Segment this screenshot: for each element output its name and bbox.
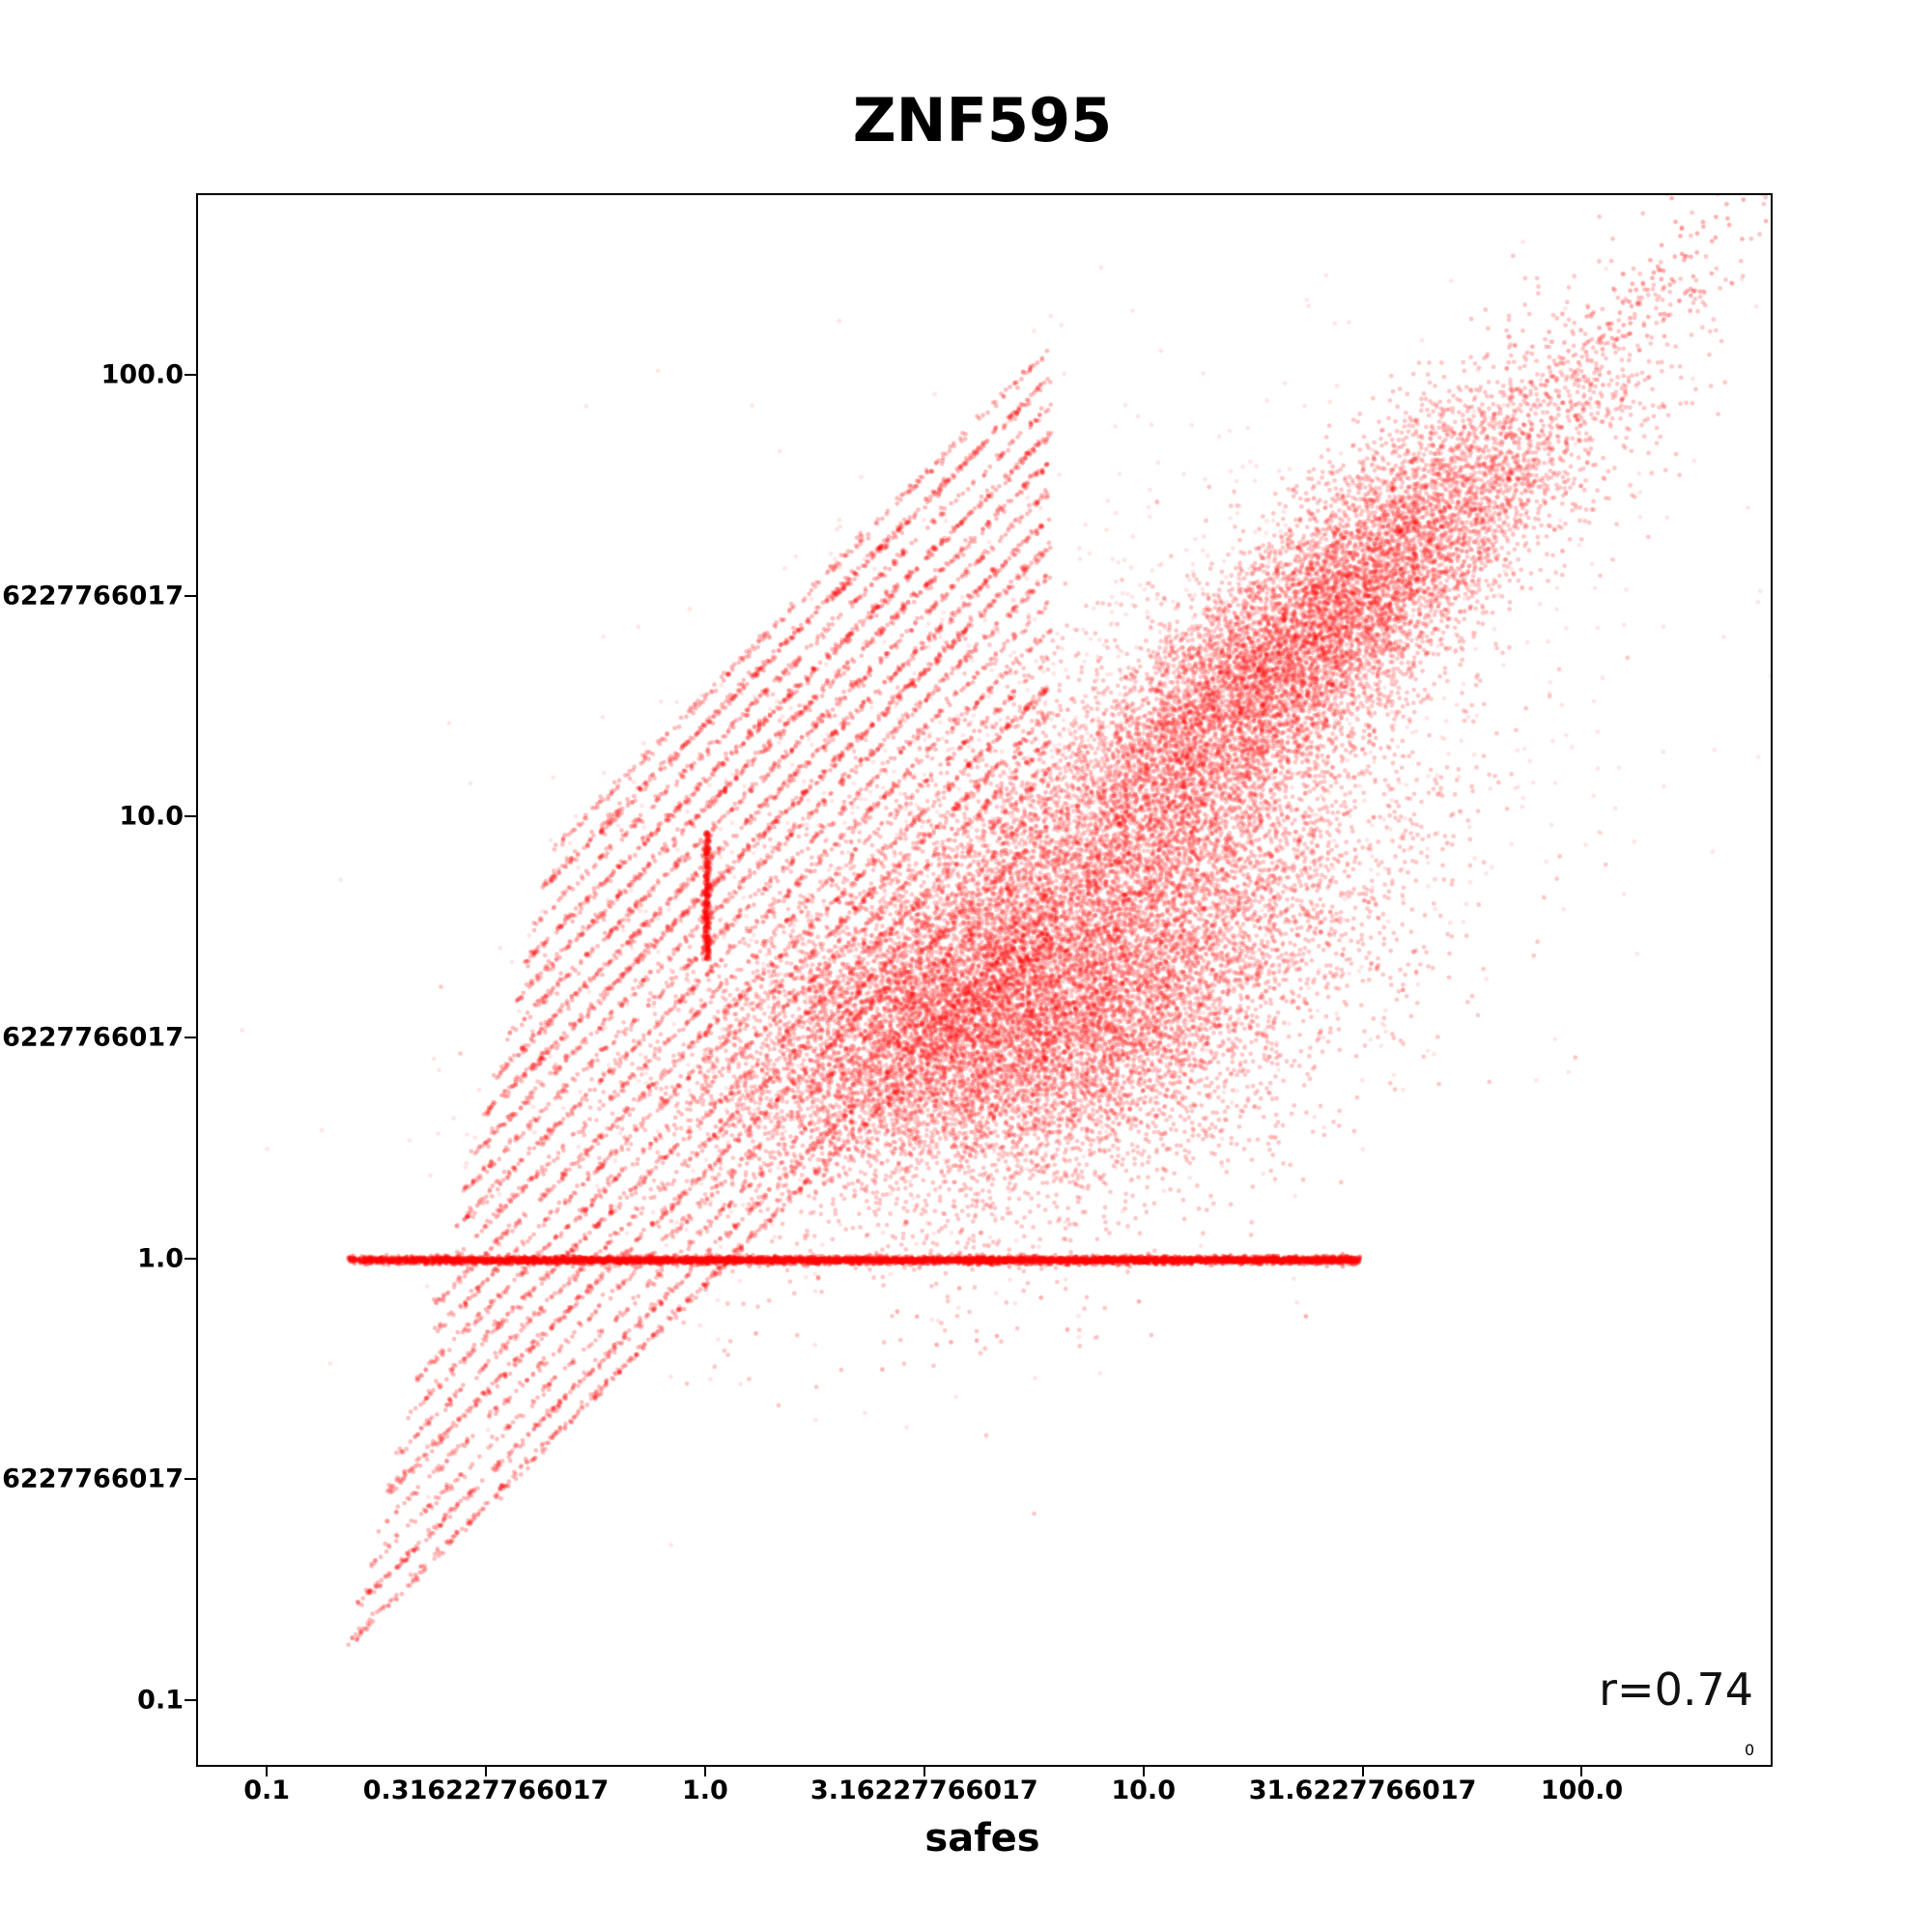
x-tick-label: 10.0 (1111, 1776, 1176, 1805)
correlation-annotation: r=0.74 (1599, 1663, 1753, 1716)
y-tick-label: 0.1 (137, 1685, 184, 1716)
x-tick-label: 1.0 (681, 1776, 728, 1805)
x-tick-mark (1142, 1765, 1145, 1776)
y-tick-mark (185, 1257, 196, 1260)
x-tick-label: 31.6227766017 (1248, 1776, 1477, 1805)
x-tick-mark (266, 1765, 269, 1776)
y-tick-mark (185, 1478, 196, 1481)
y-tick-label: 6227766017 (2, 1022, 184, 1053)
y-tick-mark (185, 374, 196, 377)
stray-axis-label: 0 (1745, 1741, 1755, 1759)
x-tick-label: 3.16227766017 (810, 1776, 1038, 1805)
x-tick-mark (1580, 1765, 1583, 1776)
x-tick-mark (923, 1765, 925, 1776)
scatter-canvas (198, 195, 1771, 1765)
plot-area (196, 193, 1773, 1767)
x-tick-mark (485, 1765, 487, 1776)
x-axis-label: safes (924, 1816, 1040, 1861)
y-tick-mark (185, 1036, 196, 1038)
y-tick-mark (185, 815, 196, 818)
x-tick-label: 0.1 (243, 1776, 291, 1805)
y-tick-label: 10.0 (119, 801, 184, 832)
y-tick-mark (185, 594, 196, 597)
y-tick-label: 6227766017 (2, 1463, 184, 1494)
plot-title: ZNF595 (852, 85, 1113, 156)
x-tick-mark (703, 1765, 706, 1776)
y-tick-label: 1.0 (137, 1243, 184, 1274)
x-tick-label: 0.316227766017 (362, 1776, 610, 1805)
y-tick-label: 6227766017 (2, 581, 184, 611)
y-tick-label: 100.0 (100, 359, 184, 390)
y-tick-mark (185, 1698, 196, 1701)
x-tick-label: 100.0 (1540, 1776, 1624, 1805)
x-tick-mark (1361, 1765, 1364, 1776)
